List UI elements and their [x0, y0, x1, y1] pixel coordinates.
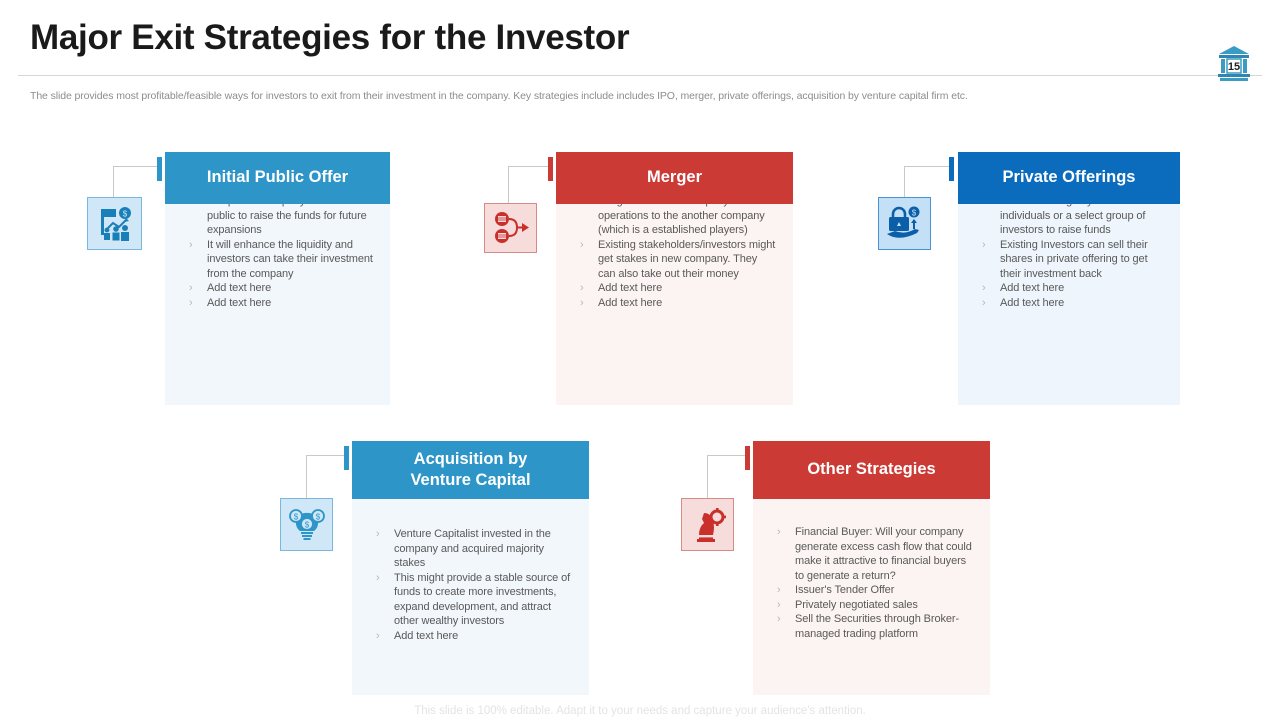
card-body: ›Sell part of company's business to publ…	[165, 180, 390, 405]
icon-box-merger[interactable]	[484, 203, 537, 253]
lightbulb-coins-icon: $ $ $	[288, 508, 325, 540]
chevron-right-icon: ›	[580, 296, 584, 309]
list-item: › Add text here	[580, 296, 663, 309]
lock-hand-coin-icon: $	[886, 206, 919, 238]
card-acquisition-by-venture-capital[interactable]: › Venture Capitalist invested in the comp…	[352, 441, 589, 695]
card-private-offerings[interactable]: ›Private offering of your shares to indi…	[958, 152, 1180, 405]
card-tab-marker	[949, 157, 954, 181]
list-item: › Add text here	[189, 296, 272, 309]
svg-text:$: $	[293, 512, 298, 521]
connector-line-vertical	[707, 455, 708, 499]
slide-footer-note: This slide is 100% editable. Adapt it to…	[414, 705, 866, 717]
connector-line-vertical	[904, 166, 905, 197]
connector-line-vertical	[113, 166, 114, 200]
card-body: ›Merge or sold the company's operations …	[556, 180, 793, 405]
card-merger[interactable]: ›Merge or sold the company's operations …	[556, 152, 793, 405]
card-title: Merger	[556, 152, 793, 204]
card-other-strategies[interactable]: › Financial Buyer: Will your company gene…	[753, 441, 990, 695]
chevron-right-icon: ›	[376, 571, 380, 584]
bullet-list: ›Merge or sold the company's operations …	[578, 194, 777, 310]
card-title: Private Offerings	[958, 152, 1180, 204]
svg-text:$: $	[911, 208, 916, 217]
list-item: › Existing Investors can sell their share…	[982, 238, 1148, 280]
chess-knight-gear-icon	[696, 507, 726, 542]
presentation-growth-people-icon: $	[100, 206, 131, 241]
card-title-line1: Acquisition by	[413, 449, 528, 468]
svg-text:$: $	[315, 512, 320, 521]
list-item: › Financial Buyer: Will your company gene…	[777, 526, 972, 582]
bank-building-icon: 15	[1216, 44, 1252, 82]
svg-text:$: $	[304, 520, 309, 529]
connector-line-vertical	[306, 455, 307, 499]
list-item: › Existing stakeholders/investors might g…	[580, 238, 776, 280]
page-title: Major Exit Strategies for the Investor	[30, 18, 630, 57]
connector-line-vertical	[508, 166, 509, 204]
chevron-right-icon: ›	[189, 282, 193, 294]
chevron-right-icon: ›	[189, 296, 193, 309]
card-body: ›Private offering of your shares to indi…	[958, 180, 1180, 405]
connector-line-horizontal	[707, 455, 747, 456]
chevron-right-icon: ›	[376, 528, 380, 540]
connector-line-horizontal	[113, 166, 161, 167]
icon-box-other-strategies[interactable]	[681, 498, 734, 551]
bullet-list: ›Private offering of your shares to indi…	[980, 194, 1164, 310]
badge-number-text: 15	[1228, 61, 1240, 73]
chevron-right-icon: ›	[777, 613, 781, 625]
bullet-list: ›Sell part of company's business to publ…	[187, 194, 374, 310]
connector-line-horizontal	[508, 166, 551, 167]
list-item: › Add text here	[376, 629, 459, 642]
card-initial-public-offer[interactable]: ›Sell part of company's business to publ…	[165, 152, 390, 405]
bullet-list: › Financial Buyer: Will your company gene…	[775, 525, 974, 641]
list-item: › Add text here	[189, 282, 272, 294]
connector-line-horizontal	[904, 166, 952, 167]
chevron-right-icon: ›	[777, 526, 781, 538]
list-item: › Sell the Securities through Broker-mana…	[777, 613, 960, 640]
list-item: › Add text here	[580, 282, 663, 294]
card-tab-marker	[157, 157, 162, 181]
chevron-right-icon: ›	[777, 584, 781, 596]
chevron-right-icon: ›	[580, 238, 584, 251]
card-title: Initial Public Offer	[165, 152, 390, 204]
card-title: Acquisition by Venture Capital	[352, 441, 589, 499]
chevron-right-icon: ›	[982, 238, 986, 251]
slide-subtitle: The slide provides most profitable/feasi…	[30, 90, 968, 102]
card-tab-marker	[344, 446, 349, 470]
list-item: › Issuer's Tender Offer	[777, 584, 895, 596]
chevron-right-icon: ›	[777, 598, 781, 611]
icon-box-initial-public-offer[interactable]: $	[87, 197, 142, 250]
chevron-right-icon: ›	[982, 282, 986, 294]
connector-line-horizontal	[306, 455, 346, 456]
chevron-right-icon: ›	[376, 629, 380, 642]
card-title-line2: Venture Capital	[410, 471, 531, 489]
card-body: › Financial Buyer: Will your company gene…	[753, 469, 990, 695]
card-body: › Venture Capitalist invested in the comp…	[352, 469, 589, 695]
list-item: › Privately negotiated sales	[777, 598, 918, 611]
icon-box-private-offerings[interactable]: $	[878, 197, 931, 250]
chevron-right-icon: ›	[189, 238, 193, 251]
list-item: › This might provide a stable source of f…	[376, 571, 571, 628]
chevron-right-icon: ›	[580, 282, 584, 294]
svg-text:$: $	[122, 209, 127, 218]
list-item: › Add text here	[982, 296, 1065, 309]
list-item: › Add text here	[982, 282, 1065, 294]
card-tab-marker	[548, 157, 553, 181]
icon-box-acquisition-by-venture-capital[interactable]: $ $ $	[280, 498, 333, 551]
list-item: › Venture Capitalist invested in the comp…	[376, 528, 551, 569]
list-item: › It will enhance the liquidity and inves…	[189, 238, 373, 280]
chevron-right-icon: ›	[982, 296, 986, 309]
bullet-list: › Venture Capitalist invested in the comp…	[374, 527, 573, 643]
card-title: Other Strategies	[753, 441, 990, 499]
card-tab-marker	[745, 446, 750, 470]
merge-nodes-arrow-icon	[494, 212, 529, 243]
header-divider	[18, 75, 1262, 76]
slide-header: Major Exit Strategies for the Investor 1…	[0, 0, 1280, 81]
